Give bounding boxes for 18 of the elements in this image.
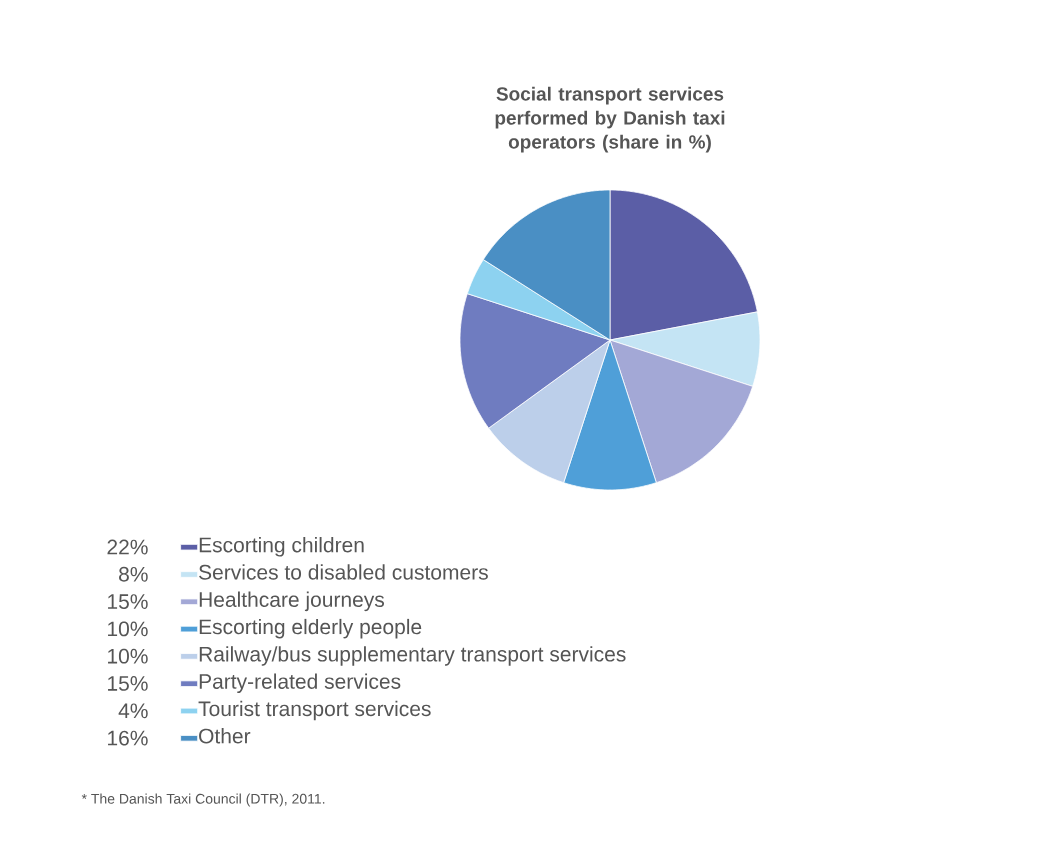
legend-label: Escorting children — [199, 536, 364, 557]
legend-label: Party-related services — [199, 673, 401, 694]
legend-label: Services to disabled customers — [199, 564, 488, 580]
data-label: 10% — [108, 621, 148, 637]
data-label: 16% — [108, 730, 148, 746]
legend-label: Tourist transport services — [198, 700, 431, 721]
legend-label: Healthcare journeys — [199, 591, 385, 612]
data-label: 15% — [108, 594, 148, 609]
legend-label: Railway/bus supplementary transport services — [199, 646, 626, 666]
legend-label: Escorting elderly people — [199, 618, 422, 639]
data-label: 8% — [119, 566, 148, 582]
chart-title: Social transport services performed by Danish taxi operators (share in %) — [495, 86, 725, 153]
data-label: 10% — [108, 648, 148, 664]
data-label: 22% — [107, 539, 148, 555]
data-label: 15% — [108, 676, 148, 691]
legend-label: Other — [199, 728, 251, 744]
text: * The Danish Taxi Council (DTR), 2011. — [81, 793, 325, 807]
data-label: 4% — [118, 703, 148, 719]
